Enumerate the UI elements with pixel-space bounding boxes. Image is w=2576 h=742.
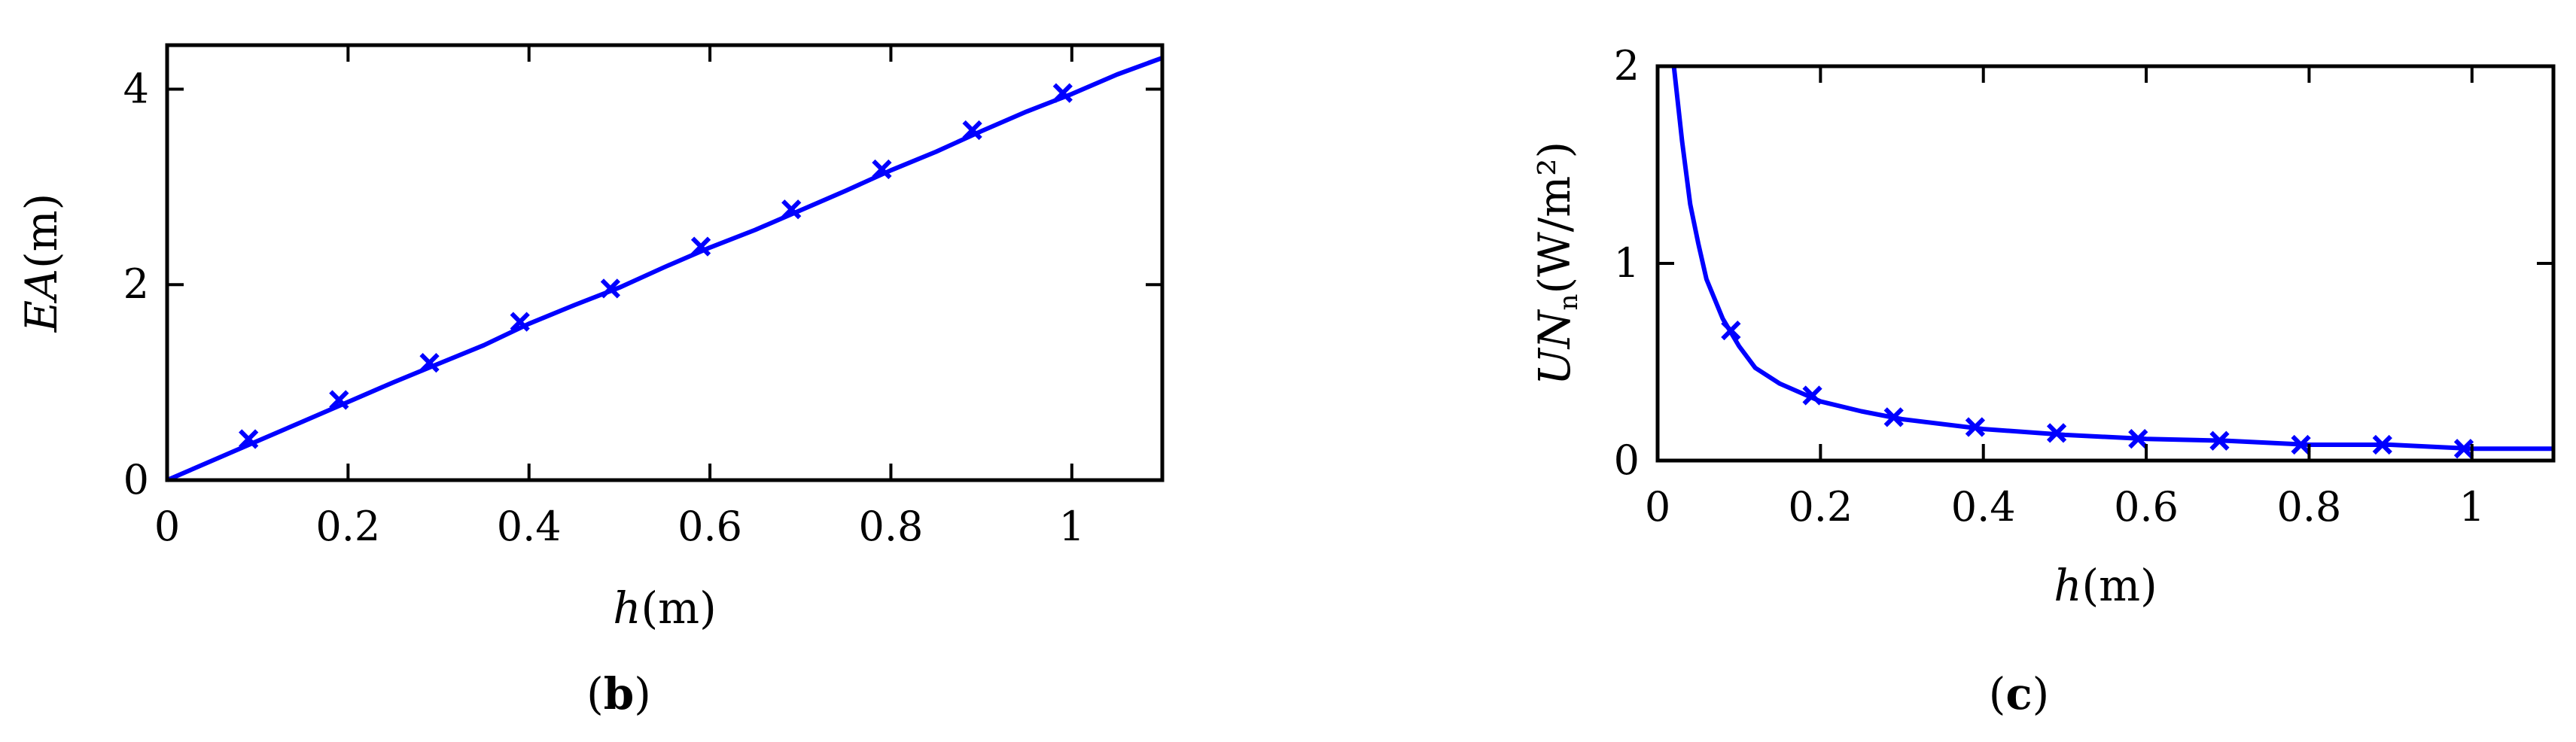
chart-c-xlabel-var: h [2054,560,2081,611]
marker-stroke [1965,417,1986,437]
data-point-marker [962,120,982,141]
data-point-marker [1883,407,1904,427]
marker-stroke [1883,407,1904,427]
chart-panel-c: 0 0.2 0.4 0.6 0.8 1 0 1 2 h(m) UNn(W/m²) (c) [1529,42,2556,719]
marker-stroke [872,159,892,180]
marker-stroke [2372,434,2392,455]
marker-stroke [690,236,711,257]
y-tick-label: 2 [123,260,149,308]
x-tick-label: 1 [1059,503,1085,550]
y-tick-label: 0 [1614,436,1640,484]
chart-c-ylabel-sub: n [1554,294,1584,311]
chart-c-xtick-labels: 0 0.2 0.4 0.6 0.8 1 [1645,483,2485,531]
marker-stroke [600,278,621,299]
chart-b-ylabel-var: EA [16,269,67,333]
data-point-marker [2209,430,2230,451]
x-tick-label: 0.6 [2114,483,2179,531]
data-point-marker [2453,439,2474,459]
chart-c-axes-frame [1655,64,2556,463]
series-line [1671,65,2553,452]
series-line [166,56,1164,482]
chart-c-ytick-labels: 0 1 2 [1614,42,1640,484]
x-tick-label: 0.8 [2277,483,2342,531]
x-tick-label: 0.4 [497,503,562,550]
marker-stroke [1052,83,1073,103]
chart-c-marks [1671,65,2553,459]
data-point-marker [2046,423,2067,443]
chart-c-panel-letter: c [2005,668,2032,719]
data-point-marker [2128,429,2148,449]
data-point-marker [329,390,349,410]
chart-b-xlabel-var: h [613,582,641,634]
marker-stroke [781,199,802,220]
y-tick-label: 0 [123,456,149,503]
chart-c-ticks [1656,65,2553,462]
chart-b-ytick-labels: 0 2 4 [123,65,149,503]
marker-stroke [2046,423,2067,443]
data-point-marker [419,353,440,373]
data-point-marker [690,236,711,257]
chart-c-xlabel-unit: (m) [2082,560,2157,611]
marker-stroke [1802,385,1822,406]
marker-stroke [962,120,982,141]
chart-c-ylabel-var: UN [1529,309,1580,385]
data-point-marker [2372,434,2392,455]
marker-stroke [329,390,349,410]
y-tick-label: 2 [1614,42,1640,90]
data-point-marker [1965,417,1986,437]
chart-panel-b: 0 0.2 0.4 0.6 0.8 1 024 h(m) EA(m) (b) [16,43,1165,719]
x-tick-label: 0.2 [315,503,380,550]
data-point-marker [1802,385,1822,406]
chart-b-panel-letter: b [604,668,635,719]
chart-b-ticks [166,45,1162,482]
x-tick-label: 0 [1645,483,1670,531]
marker-stroke [1721,320,1741,341]
data-point-marker [2291,434,2311,455]
data-point-marker [1721,320,1741,341]
marker-stroke [239,429,259,449]
chart-b-panel-label: (b) [586,668,651,719]
marker-stroke [419,353,440,373]
chart-b-y-axis-label: EA(m) [16,193,67,333]
marker-stroke [2128,429,2148,449]
chart-b-xlabel-unit: (m) [641,582,717,634]
chart-b-x-axis-label: h(m) [613,582,717,634]
chart-c-ylabel-unit: (W/m²) [1529,141,1580,294]
chart-b-marks [166,56,1164,482]
marker-stroke [2209,430,2230,451]
data-point-marker [239,429,259,449]
chart-c-panel-label: (c) [1989,668,2050,719]
data-point-marker [1052,83,1073,103]
marker-stroke [510,312,530,332]
x-tick-label: 0 [154,503,180,550]
x-tick-label: 0.4 [1951,483,2016,531]
chart-c-y-axis-label: UNn(W/m²) [1529,141,1584,385]
chart-b-xtick-labels: 0 0.2 0.4 0.6 0.8 1 [154,503,1085,550]
data-point-marker [781,199,802,220]
marker-stroke [2291,434,2311,455]
x-tick-label: 1 [2459,483,2485,531]
x-tick-label: 0.2 [1788,483,1853,531]
data-point-marker [872,159,892,180]
chart-c-x-axis-label: h(m) [2054,560,2157,611]
data-point-marker [510,312,530,332]
y-tick-label: 1 [1614,239,1640,287]
chart-b-ylabel-unit: (m) [16,193,67,269]
x-tick-label: 0.8 [859,503,924,550]
chart-b-axes-frame [165,43,1165,482]
data-point-marker [600,278,621,299]
x-tick-label: 0.6 [677,503,742,550]
y-tick-label: 4 [123,65,149,112]
marker-stroke [2453,439,2474,459]
